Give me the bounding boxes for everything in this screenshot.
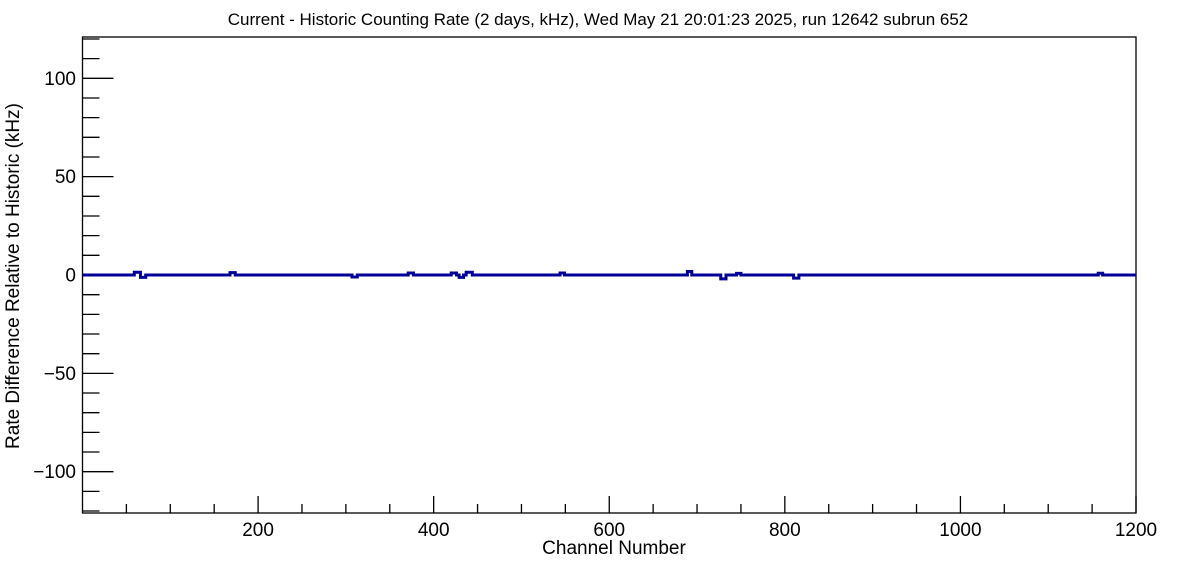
y-tick-label: 50 bbox=[55, 167, 76, 188]
chart-title: Current - Historic Counting Rate (2 days… bbox=[227, 10, 969, 29]
x-tick-label: 400 bbox=[418, 520, 450, 541]
y-tick-label: −50 bbox=[44, 364, 76, 385]
x-axis-title: Channel Number bbox=[542, 538, 686, 559]
x-tick-label: 600 bbox=[593, 520, 625, 541]
y-tick-label: −100 bbox=[33, 462, 76, 483]
data-series-line bbox=[82, 269, 1136, 281]
x-tick-label: 200 bbox=[242, 520, 274, 541]
y-tick-label: 0 bbox=[65, 266, 76, 287]
x-tick-label: 1200 bbox=[1115, 520, 1157, 541]
x-tick-label: 1000 bbox=[939, 520, 981, 541]
x-tick-label: 800 bbox=[769, 520, 801, 541]
y-tick-label: 100 bbox=[44, 69, 76, 90]
